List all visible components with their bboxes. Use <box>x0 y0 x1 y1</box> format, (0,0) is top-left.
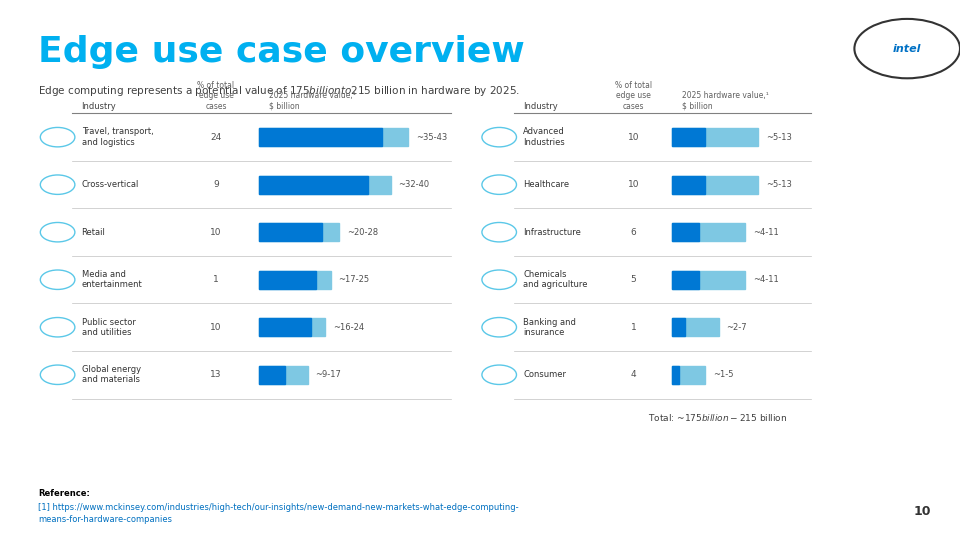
Text: ~5-13: ~5-13 <box>766 133 792 141</box>
FancyBboxPatch shape <box>672 366 706 384</box>
FancyBboxPatch shape <box>259 176 391 194</box>
FancyBboxPatch shape <box>672 271 699 289</box>
Text: ~1-5: ~1-5 <box>713 370 733 379</box>
Text: ~17-25: ~17-25 <box>339 275 370 284</box>
Text: Banking and
insurance: Banking and insurance <box>523 318 576 337</box>
Text: Industry: Industry <box>82 102 116 111</box>
Text: intel: intel <box>893 44 922 53</box>
FancyBboxPatch shape <box>259 271 317 289</box>
Text: ~16-24: ~16-24 <box>333 323 364 332</box>
Text: 2025 hardware value,¹
$ billion: 2025 hardware value,¹ $ billion <box>269 91 355 111</box>
FancyBboxPatch shape <box>672 318 685 336</box>
Text: Reference:: Reference: <box>38 489 90 498</box>
FancyBboxPatch shape <box>259 366 308 384</box>
FancyBboxPatch shape <box>672 128 758 146</box>
Text: ~32-40: ~32-40 <box>398 180 430 189</box>
Text: 1: 1 <box>213 275 219 284</box>
FancyBboxPatch shape <box>672 176 758 194</box>
Text: Travel, transport,
and logistics: Travel, transport, and logistics <box>82 127 154 147</box>
Text: 10: 10 <box>628 180 639 189</box>
FancyBboxPatch shape <box>259 223 339 241</box>
Text: Media and
entertainment: Media and entertainment <box>82 270 142 289</box>
Text: ~9-17: ~9-17 <box>316 370 342 379</box>
Text: ~20-28: ~20-28 <box>347 228 378 237</box>
FancyBboxPatch shape <box>259 128 382 146</box>
Circle shape <box>854 19 960 78</box>
Text: Total: ~$175 billion-$215 billion: Total: ~$175 billion-$215 billion <box>648 412 787 423</box>
Text: Infrastructure: Infrastructure <box>523 228 581 237</box>
Text: 6: 6 <box>631 228 636 237</box>
FancyBboxPatch shape <box>672 176 706 194</box>
FancyBboxPatch shape <box>259 176 368 194</box>
Text: % of total
edge use
cases: % of total edge use cases <box>615 81 652 111</box>
FancyBboxPatch shape <box>672 271 745 289</box>
Text: 10: 10 <box>210 228 222 237</box>
FancyBboxPatch shape <box>672 128 706 146</box>
Text: 1: 1 <box>631 323 636 332</box>
Text: ~5-13: ~5-13 <box>766 180 792 189</box>
Text: Industry: Industry <box>523 102 558 111</box>
Text: 2025 hardware value,¹
$ billion: 2025 hardware value,¹ $ billion <box>682 91 768 111</box>
Text: Global energy
and materials: Global energy and materials <box>82 365 141 384</box>
Text: [1] https://www.mckinsey.com/industries/high-tech/our-insights/new-demand-new-ma: [1] https://www.mckinsey.com/industries/… <box>38 503 519 512</box>
FancyBboxPatch shape <box>259 223 323 241</box>
Text: Healthcare: Healthcare <box>523 180 569 189</box>
Text: Edge computing represents a potential value of $175 billion to $215 billion in h: Edge computing represents a potential va… <box>38 84 520 98</box>
FancyBboxPatch shape <box>672 318 718 336</box>
Text: ~2-7: ~2-7 <box>726 323 747 332</box>
Text: % of total
edge use
cases: % of total edge use cases <box>198 81 234 111</box>
FancyBboxPatch shape <box>259 271 331 289</box>
FancyBboxPatch shape <box>259 128 408 146</box>
FancyBboxPatch shape <box>672 223 699 241</box>
FancyBboxPatch shape <box>259 318 311 336</box>
FancyBboxPatch shape <box>672 366 679 384</box>
FancyBboxPatch shape <box>259 318 325 336</box>
Text: Retail: Retail <box>82 228 106 237</box>
Text: 9: 9 <box>213 180 219 189</box>
Text: Edge use case overview: Edge use case overview <box>38 35 525 69</box>
Text: 24: 24 <box>210 133 222 141</box>
Text: Public sector
and utilities: Public sector and utilities <box>82 318 135 337</box>
Text: Consumer: Consumer <box>523 370 566 379</box>
Text: Cross-vertical: Cross-vertical <box>82 180 139 189</box>
FancyBboxPatch shape <box>672 223 745 241</box>
Text: 10: 10 <box>210 323 222 332</box>
Text: ~35-43: ~35-43 <box>416 133 447 141</box>
Text: 10: 10 <box>914 505 931 518</box>
Text: 5: 5 <box>631 275 636 284</box>
Text: Chemicals
and agriculture: Chemicals and agriculture <box>523 270 588 289</box>
Text: ~4-11: ~4-11 <box>753 275 779 284</box>
Text: 4: 4 <box>631 370 636 379</box>
Text: 13: 13 <box>210 370 222 379</box>
Text: Advanced
Industries: Advanced Industries <box>523 127 564 147</box>
Text: means-for-hardware-companies: means-for-hardware-companies <box>38 515 173 524</box>
Text: 10: 10 <box>628 133 639 141</box>
Text: ~4-11: ~4-11 <box>753 228 779 237</box>
FancyBboxPatch shape <box>259 366 285 384</box>
